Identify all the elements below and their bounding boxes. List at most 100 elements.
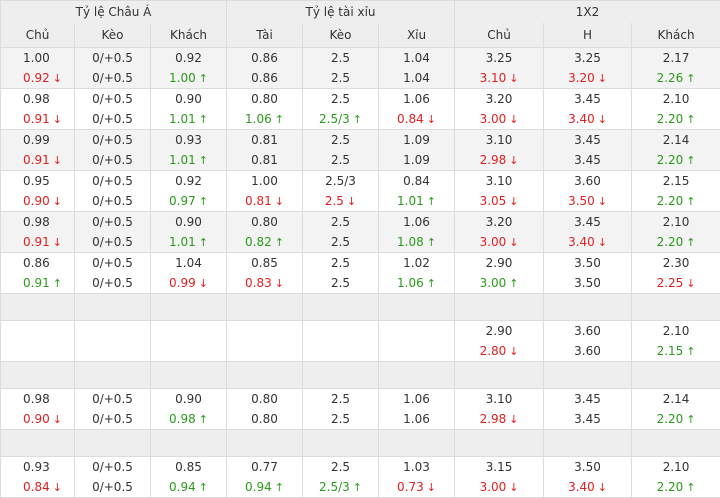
arrow-up-icon: ↑ [686, 151, 695, 171]
opening-odds: 1.06 [379, 212, 454, 232]
opening-odds: 2.5 [303, 212, 378, 232]
empty-cell [632, 294, 720, 321]
live-odds: 1.04 [379, 68, 454, 88]
empty-cell [379, 294, 455, 321]
live-odds: 0.83↓ [227, 273, 302, 293]
opening-odds: 3.45 [544, 89, 631, 109]
odds-value: 3.10 [486, 133, 513, 147]
opening-odds: 0.92 [151, 48, 226, 68]
live-odds: 1.01↑ [151, 109, 226, 129]
separator-row [1, 362, 720, 389]
odds-value: 3.50 [574, 276, 601, 290]
odds-value: 0.91 [23, 153, 50, 167]
cell-handicap [75, 321, 151, 362]
odds-value: 2.5 [331, 133, 350, 147]
opening-odds: 0.98 [23, 89, 74, 109]
live-odds: 3.50↓ [544, 191, 631, 211]
odds-value: 2.5/3 [325, 174, 356, 188]
arrow-down-icon: ↓ [53, 192, 62, 212]
live-odds: 0.81↓ [227, 191, 302, 211]
live-odds: 0.94↑ [227, 477, 302, 497]
odds-value: 3.00 [480, 112, 507, 126]
odds-value: 0.90 [175, 215, 202, 229]
odds-value: 2.14 [663, 392, 690, 406]
odds-value: 3.50 [574, 460, 601, 474]
odds-value: 2.90 [486, 324, 513, 338]
live-odds: 0.73↓ [379, 477, 454, 497]
empty-cell [75, 430, 151, 457]
live-odds: 0.91↓ [23, 150, 74, 170]
odds-value: 2.10 [663, 215, 690, 229]
empty-cell [75, 294, 151, 321]
opening-odds: 3.50 [544, 457, 631, 477]
odds-value: 0/+0.5 [92, 460, 133, 474]
live-odds: 1.01↑ [379, 191, 454, 211]
odds-value: 1.06 [397, 276, 424, 290]
odds-value: 0.93 [23, 460, 50, 474]
opening-odds: 2.5 [303, 253, 378, 273]
odds-value: 1.00 [23, 51, 50, 65]
odds-value: 0.91 [23, 235, 50, 249]
odds-value: 2.25 [657, 276, 684, 290]
opening-odds: 3.10 [455, 389, 543, 409]
cell-home [1, 321, 75, 362]
live-odds: 3.00↓ [455, 477, 543, 497]
empty-cell [151, 362, 227, 389]
empty-cell [303, 430, 379, 457]
live-odds: 2.5 [303, 409, 378, 429]
odds-value: 1.06 [403, 215, 430, 229]
odds-value: 2.5 [331, 153, 350, 167]
odds-value: 0/+0.5 [92, 92, 133, 106]
odds-value: 0.84 [403, 174, 430, 188]
opening-odds: 0.84 [379, 171, 454, 191]
empty-cell [227, 362, 303, 389]
arrow-up-icon: ↑ [275, 233, 284, 253]
opening-odds: 2.10 [632, 212, 720, 232]
odds-value: 3.40 [568, 480, 595, 494]
odds-value: 2.17 [663, 51, 690, 65]
live-odds: 2.20↑ [632, 109, 720, 129]
live-odds: 0.90↓ [23, 409, 74, 429]
opening-odds: 0.80 [227, 89, 302, 109]
odds-value: 0.90 [175, 92, 202, 106]
opening-odds: 2.5 [303, 48, 378, 68]
odds-value: 0.84 [23, 480, 50, 494]
arrow-down-icon: ↓ [509, 69, 518, 89]
odds-value: 0.80 [251, 392, 278, 406]
odds-value: 3.50 [574, 256, 601, 270]
empty-cell [151, 430, 227, 457]
arrow-up-icon: ↑ [686, 110, 695, 130]
arrow-up-icon: ↑ [427, 274, 436, 294]
opening-odds: 2.10 [632, 457, 720, 477]
odds-value: 3.45 [574, 215, 601, 229]
live-odds: 2.25↓ [632, 273, 720, 293]
opening-odds: 0.80 [227, 212, 302, 232]
odds-value: 3.25 [574, 51, 601, 65]
live-odds: 2.5 [303, 150, 378, 170]
odds-value: 2.5 [331, 392, 350, 406]
odds-value: 3.10 [480, 71, 507, 85]
arrow-down-icon: ↓ [509, 410, 518, 430]
arrow-up-icon: ↑ [199, 192, 208, 212]
